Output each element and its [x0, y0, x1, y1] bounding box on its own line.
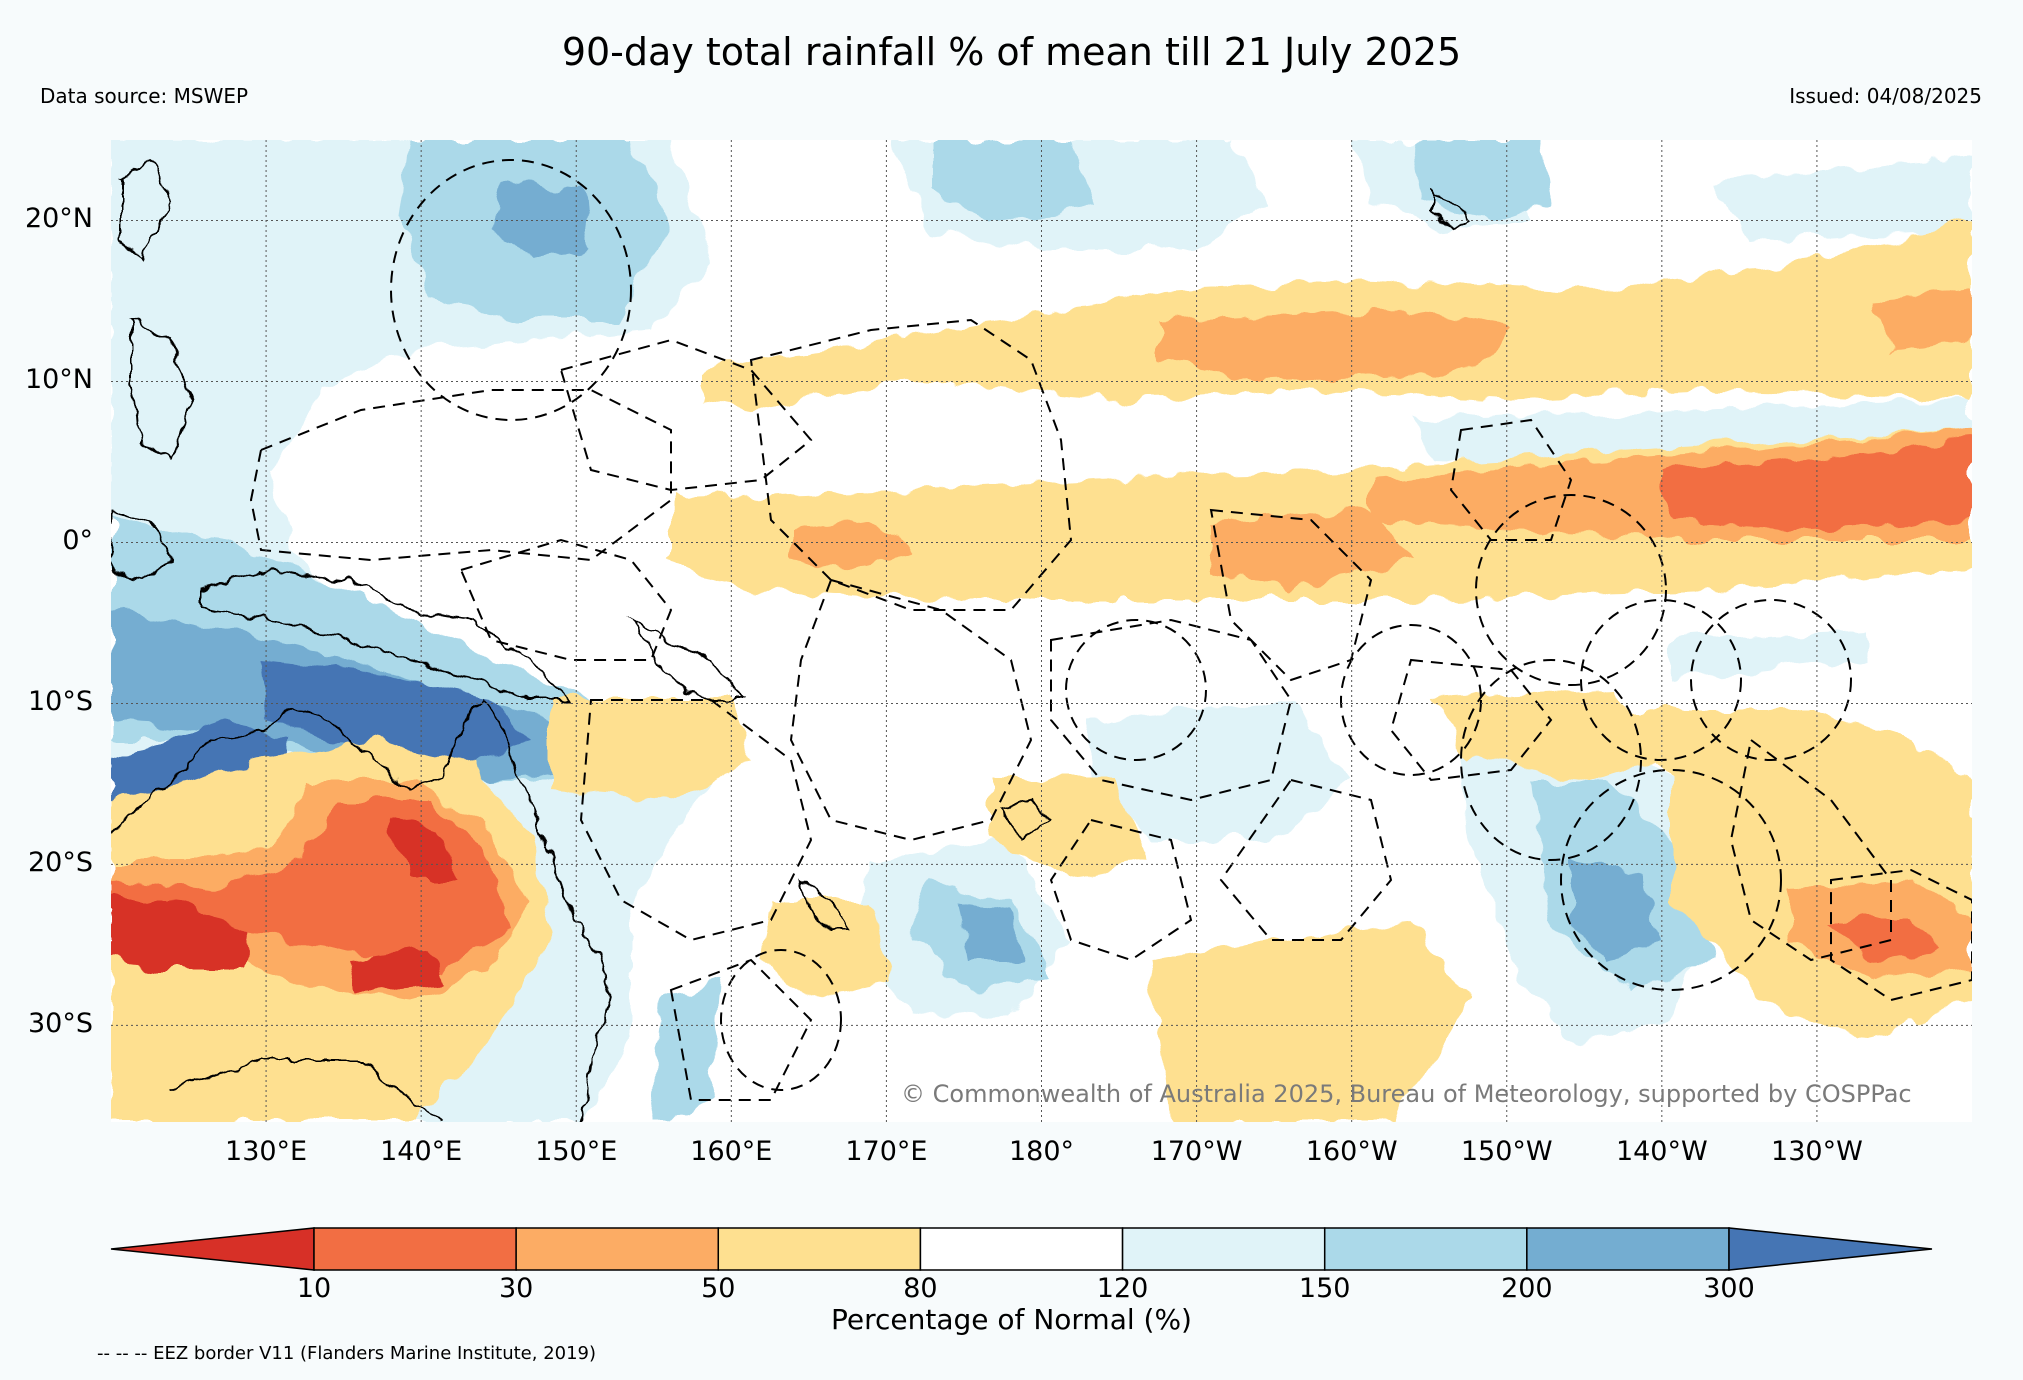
latitude-label: 30°S: [28, 1008, 93, 1040]
longitude-label: 170°W: [1150, 1136, 1243, 1167]
rainfall-anomaly-map: [111, 140, 1972, 1122]
colorbar-tick-label: 200: [1501, 1273, 1553, 1304]
colorbar-tick-label: 50: [701, 1273, 736, 1304]
longitude-label: 180°: [1008, 1136, 1075, 1167]
map-canvas: [111, 140, 1972, 1122]
colorbar-title: Percentage of Normal (%): [831, 1303, 1192, 1336]
colorbar-tick-label: 30: [498, 1273, 534, 1304]
data-source-label: Data source: MSWEP: [40, 84, 249, 108]
colorbar-bin: [313, 1227, 517, 1271]
latitude-label: 10°S: [28, 686, 93, 718]
dry-rainfall-areas: [111, 220, 1972, 1122]
longitude-label: 160°W: [1305, 1136, 1398, 1167]
longitude-label: 130°W: [1771, 1136, 1863, 1167]
longitude-label: 140°W: [1615, 1136, 1708, 1167]
longitude-label: 170°E: [845, 1136, 928, 1167]
colorbar: [110, 1227, 1933, 1271]
longitude-label: 160°E: [690, 1136, 773, 1167]
copyright-notice: © Commonwealth of Australia 2025, Bureau…: [901, 1080, 1912, 1108]
longitude-label: 150°E: [535, 1136, 618, 1167]
colorbar-tick-label: 120: [1096, 1273, 1149, 1304]
colorbar-bin: [717, 1227, 922, 1271]
colorbar-bin: [1526, 1227, 1730, 1271]
colorbar-min-extension: [110, 1227, 315, 1271]
eez-legend-note: -- -- -- EEZ border V11 (Flanders Marine…: [97, 1343, 597, 1364]
longitude-label: 140°E: [380, 1136, 463, 1167]
colorbar-bin: [515, 1227, 720, 1271]
graticule: [111, 140, 1972, 1122]
latitude-label: 10°N: [24, 364, 93, 396]
colorbar-bin: [919, 1227, 1124, 1271]
latitude-label: 20°S: [28, 847, 93, 879]
eez-borders: [249, 159, 1972, 1101]
colorbar-bin: [1121, 1227, 1326, 1271]
colorbar-max-extension: [1728, 1227, 1933, 1271]
latitude-label: 0°: [62, 525, 93, 557]
colorbar-tick-label: 10: [296, 1273, 332, 1304]
latitude-label: 20°N: [24, 203, 93, 235]
colorbar-tick-label: 150: [1298, 1273, 1351, 1304]
colorbar-tick-label: 80: [903, 1273, 938, 1304]
map-title: 90-day total rainfall % of mean till 21 …: [561, 30, 1462, 74]
colorbar-tick-label: 300: [1703, 1273, 1755, 1304]
issued-date-label: Issued: 04/08/2025: [1789, 84, 1982, 108]
longitude-label: 150°W: [1460, 1136, 1553, 1167]
wet-rainfall-areas: [111, 140, 1971, 1122]
colorbar-bin: [1323, 1227, 1528, 1271]
longitude-label: 130°E: [225, 1136, 308, 1167]
